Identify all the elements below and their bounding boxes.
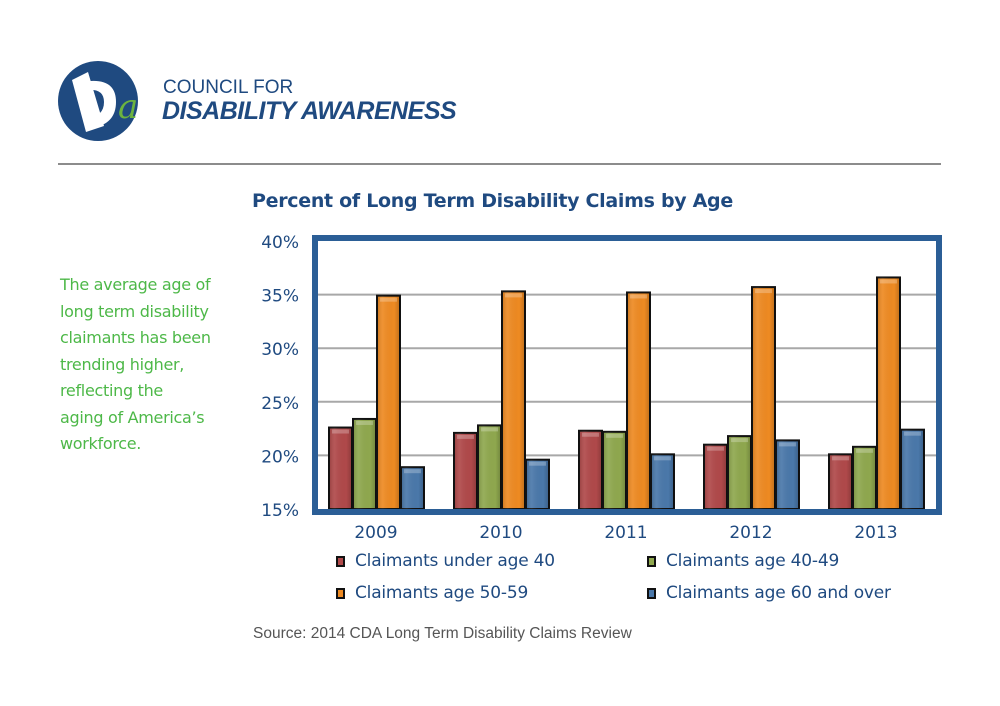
bar-shading [502,291,525,509]
x-tick-label: 2013 [854,523,897,543]
bar-highlight [356,420,373,425]
chart-title: Percent of Long Term Disability Claims b… [252,190,733,212]
legend-item-50-59: Claimants age 50-59 [336,583,528,603]
bar-shading [901,429,924,509]
bar-shading [651,454,674,509]
y-tick-label: 20% [261,447,299,467]
bar-shading [401,467,424,509]
legend-swatch [647,555,656,567]
legend-item-60-over: Claimants age 60 and over [647,583,891,603]
legend-label: Claimants age 60 and over [666,583,891,603]
summary-line: claimants has been [60,328,211,347]
bar-shading [829,454,852,509]
cda-logo: a [58,61,138,141]
y-tick-label: 30% [261,340,299,360]
y-tick-label: 40% [261,233,299,253]
bar-shading [704,444,727,509]
bar-highlight [481,427,498,432]
bar-highlight [731,438,748,443]
bar-highlight [707,446,724,451]
bar-highlight [856,448,873,453]
bar-highlight [654,456,671,461]
bar-highlight [755,289,772,294]
x-tick-label: 2011 [604,523,647,543]
bar-highlight [332,429,349,434]
brand-name-line2: DISABILITY AWARENESS [162,97,457,125]
y-tick-label: 25% [261,394,299,414]
bar-shading [877,277,900,509]
legend-swatch [647,587,656,599]
bar-shading [478,425,501,509]
legend-label: Claimants age 40-49 [666,551,840,571]
summary-line: workforce. [60,434,142,453]
bar-highlight [606,433,623,438]
bar-highlight [904,431,921,436]
bar-highlight [880,279,897,284]
x-tick-label: 2009 [354,523,397,543]
x-axis-ticks: 2009 2010 2011 2012 2013 [354,523,897,543]
legend-item-under-40: Claimants under age 40 [336,551,555,571]
source-note: Source: 2014 CDA Long Term Disability Cl… [253,625,632,642]
bar-shading [776,440,799,509]
bar-highlight [779,442,796,447]
y-tick-label: 15% [261,501,299,521]
legend-label: Claimants under age 40 [355,551,555,571]
bar-highlight [630,294,647,299]
bar-shading [329,427,352,509]
summary-line: trending higher, [60,354,185,374]
bar-shading [377,295,400,509]
y-axis-ticks: 15% 20% 25% 30% 35% 40% [261,233,299,521]
bar-shading [728,436,751,509]
bars [328,276,925,511]
summary-line: aging of America’s [60,407,205,427]
bar-highlight [505,293,522,298]
bar-shading [752,287,775,509]
bar-shading [526,459,549,509]
bar-highlight [582,432,599,437]
summary-line: The average age of [60,275,211,294]
legend-label: Claimants age 50-59 [355,583,529,603]
summary-line: reflecting the [60,381,163,400]
legend-swatch [336,587,345,599]
bar-highlight [832,456,849,461]
bar-highlight [457,434,474,439]
legend-item-40-49: Claimants age 40-49 [647,551,839,571]
bar-shading [579,430,602,509]
plot-frame [312,235,942,515]
bar-shading [454,432,477,509]
y-tick-label: 35% [261,287,299,307]
summary-text: The average age of long term disability … [60,272,240,458]
header-divider [58,163,941,165]
summary-line: long term disability [60,301,209,321]
brand-name-line1: COUNCIL FOR [163,77,294,98]
x-tick-label: 2012 [729,523,772,543]
bar-shading [853,446,876,509]
bar-highlight [380,297,397,302]
bar-shading [353,418,376,509]
logo-a-letter: a [118,87,138,127]
logo-d-bowl [82,80,116,128]
bar-shading [603,431,626,509]
x-tick-label: 2010 [479,523,522,543]
legend-swatch [336,555,345,567]
plot-border [312,235,942,515]
bar-shading [627,292,650,509]
bar-highlight [404,469,421,474]
bar-highlight [529,461,546,466]
